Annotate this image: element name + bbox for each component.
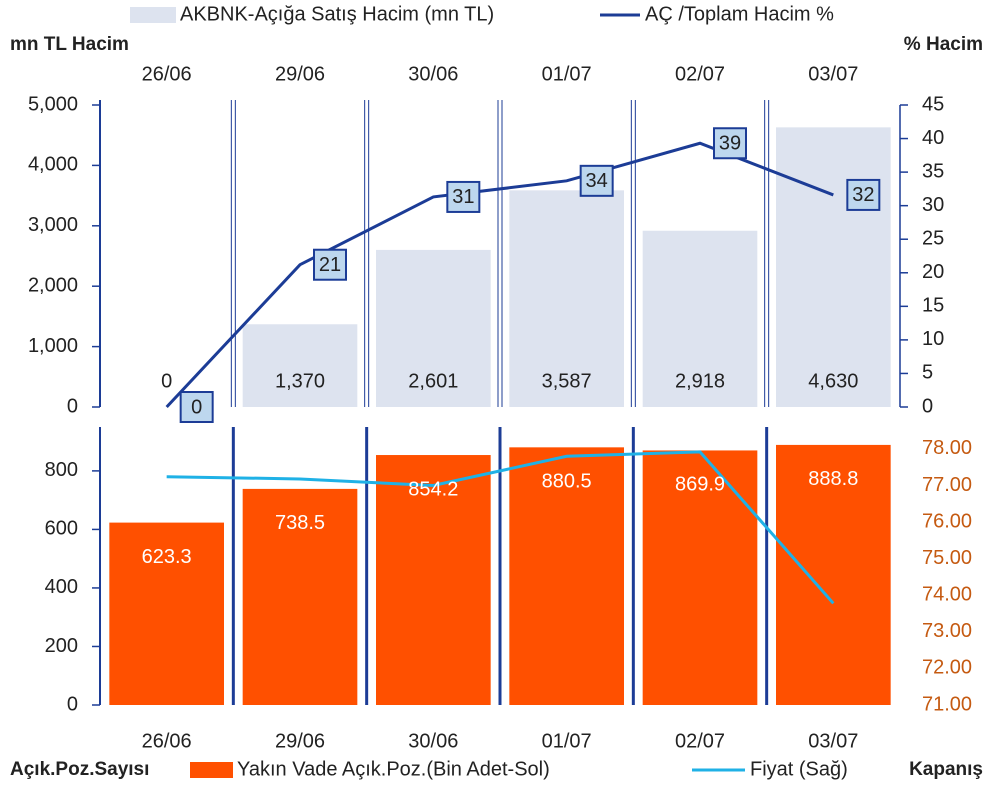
value-label: 39 [719, 133, 741, 155]
legend-swatch [190, 762, 233, 778]
x-tick-label: 01/07 [542, 730, 592, 752]
x-tick-label: 26/06 [142, 63, 192, 85]
value-label: 4,630 [808, 370, 858, 392]
label-box [179, 391, 214, 423]
y2-tick-label: 0 [922, 395, 933, 417]
value-label: 623.3 [142, 546, 192, 568]
bar [376, 249, 491, 407]
legend-label: AKBNK-Açığa Satış Hacim (mn TL) [180, 3, 494, 25]
y-axis-title: Açık.Poz.Sayısı [10, 759, 149, 780]
value-label: 21 [319, 254, 341, 276]
y2-axis-title: Kapanış [909, 759, 983, 780]
y2-tick-label: 75.00 [922, 547, 972, 569]
legend-label: AÇ /Toplam Hacim % [645, 3, 834, 25]
y-tick-label: 200 [45, 635, 78, 657]
bar [376, 455, 491, 705]
y-tick-label: 0 [67, 395, 78, 417]
bar [242, 488, 358, 705]
y2-tick-label: 30 [922, 194, 944, 216]
value-label: 31 [452, 186, 474, 208]
y2-tick-label: 76.00 [922, 510, 972, 532]
x-tick-label: 30/06 [408, 63, 458, 85]
bar [642, 450, 758, 705]
value-label: 2,601 [408, 370, 458, 392]
y-tick-label: 5,000 [28, 93, 78, 115]
y-tick-label: 1,000 [28, 335, 78, 357]
x-tick-label: 26/06 [142, 730, 192, 752]
x-tick-label: 03/07 [808, 730, 858, 752]
bar [109, 522, 224, 705]
y-axis-title: mn TL Hacim [10, 34, 129, 55]
bar [642, 230, 758, 407]
value-label: 1,370 [275, 370, 325, 392]
bar [509, 447, 624, 705]
y-tick-label: 2,000 [28, 274, 78, 296]
x-tick-label: 02/07 [675, 730, 725, 752]
y2-tick-label: 35 [922, 160, 944, 182]
legend-swatch [130, 7, 176, 23]
y2-tick-label: 78.00 [922, 437, 972, 459]
value-label: 738.5 [275, 512, 325, 534]
legend-label: Yakın Vade Açık.Poz.(Bin Adet-Sol) [237, 758, 550, 780]
x-tick-label: 01/07 [542, 63, 592, 85]
y2-tick-label: 25 [922, 228, 944, 250]
y2-tick-label: 77.00 [922, 474, 972, 496]
value-label: 880.5 [542, 471, 592, 493]
y2-tick-label: 72.00 [922, 657, 972, 679]
y2-tick-label: 45 [922, 93, 944, 115]
value-label: 0 [191, 396, 202, 418]
x-tick-label: 02/07 [675, 63, 725, 85]
x-tick-label: 30/06 [408, 730, 458, 752]
y2-tick-label: 20 [922, 261, 944, 283]
y2-tick-label: 5 [922, 362, 933, 384]
y2-tick-label: 10 [922, 328, 944, 350]
y2-axis-title: % Hacim [904, 34, 983, 55]
value-label: 854.2 [408, 478, 458, 500]
y-tick-label: 800 [45, 459, 78, 481]
y2-tick-label: 73.00 [922, 620, 972, 642]
value-label: 869.9 [675, 474, 725, 496]
value-label: 32 [852, 184, 874, 206]
y2-tick-label: 40 [922, 127, 944, 149]
label-box [846, 178, 881, 211]
value-label: 0 [161, 370, 172, 392]
label-box [313, 248, 347, 281]
label-box [713, 127, 747, 160]
bar [509, 190, 624, 407]
y-tick-label: 400 [45, 576, 78, 598]
value-label: 34 [586, 170, 608, 192]
line [166, 450, 835, 605]
value-label: 3,587 [542, 370, 592, 392]
x-tick-label: 29/06 [275, 730, 325, 752]
y2-tick-label: 71.00 [922, 693, 972, 715]
bar [776, 444, 891, 705]
y2-tick-label: 74.00 [922, 584, 972, 606]
x-tick-label: 03/07 [808, 63, 858, 85]
value-label: 2,918 [675, 370, 725, 392]
label-box [579, 164, 614, 197]
y-tick-label: 600 [45, 518, 78, 540]
y-tick-label: 3,000 [28, 214, 78, 236]
y-tick-label: 0 [67, 693, 78, 715]
bar [242, 324, 358, 407]
bar [776, 127, 891, 408]
label-box [446, 180, 481, 213]
value-label: 888.8 [808, 468, 858, 490]
x-tick-label: 29/06 [275, 63, 325, 85]
legend-label: Fiyat (Sağ) [750, 758, 848, 780]
y-tick-label: 4,000 [28, 154, 78, 176]
y2-tick-label: 15 [922, 295, 944, 317]
